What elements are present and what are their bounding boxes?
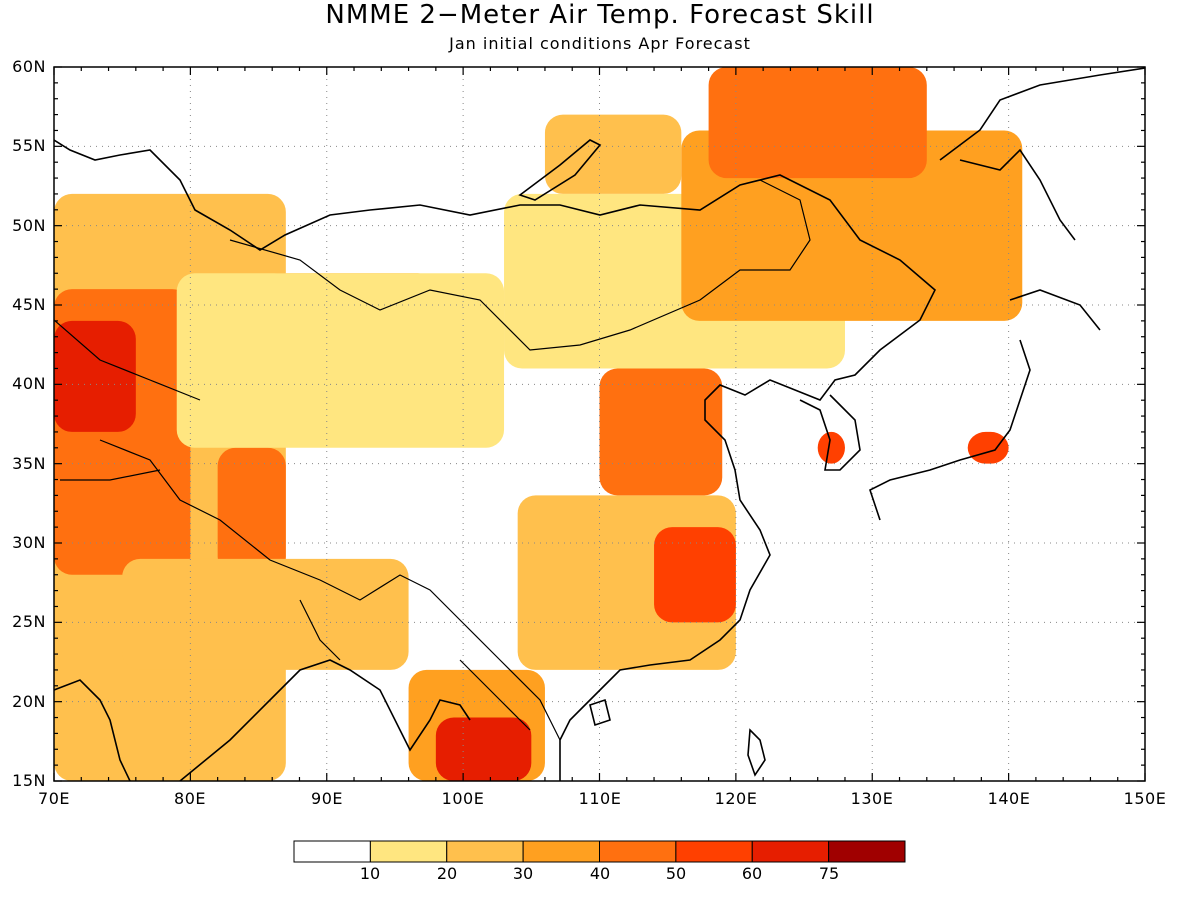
coastline-russia-pacific: [939, 67, 1145, 241]
colorbar-swatch: [446, 840, 524, 863]
colorbar: [293, 840, 906, 863]
colorbar-swatch: [751, 840, 830, 863]
skill-region: [708, 67, 927, 179]
skill-field: [54, 67, 1023, 781]
colorbar-swatch: [828, 840, 906, 863]
colorbar-swatch: [369, 840, 448, 863]
xtick-label: 130E: [850, 789, 894, 808]
colorbar-swatch: [522, 840, 600, 863]
coastlines: [54, 67, 1145, 781]
colorbar-swatch: [599, 840, 677, 863]
skill-region: [817, 431, 845, 464]
skill-region: [435, 717, 532, 781]
colorbar-label: 20: [436, 864, 458, 883]
colorbar-label: 30: [512, 864, 534, 883]
skill-region: [176, 273, 505, 448]
colorbar-label: 10: [359, 864, 381, 883]
skill-region: [54, 320, 136, 432]
coastline-south-asia: [54, 659, 471, 781]
coastline-east-asia: [54, 139, 936, 781]
ytick-label: 25N: [12, 612, 46, 631]
coastline-taiwan-hainan: [589, 698, 766, 777]
skill-region: [967, 431, 1009, 464]
xtick-label: 110E: [578, 789, 622, 808]
xtick-label: 90E: [311, 789, 343, 808]
ytick-label: 55N: [12, 136, 46, 155]
skill-region: [544, 114, 682, 194]
border-lines: [54, 179, 811, 741]
colorbar-label: 60: [741, 864, 763, 883]
xtick-label: 140E: [987, 789, 1031, 808]
colorbar-swatch: [675, 840, 753, 863]
ytick-label: 30N: [12, 533, 46, 552]
ytick-label: 15N: [12, 771, 46, 790]
ytick-label: 20N: [12, 692, 46, 711]
xtick-label: 120E: [714, 789, 758, 808]
axis-ticks: [53, 66, 1146, 782]
colorbar-label: 75: [818, 864, 840, 883]
xtick-label: 150E: [1123, 789, 1167, 808]
chart-title: NMME 2−Meter Air Temp. Forecast Skill: [325, 0, 875, 30]
ytick-label: 40N: [12, 374, 46, 393]
lake-baikal: [518, 139, 602, 201]
skill-region: [217, 447, 286, 575]
skill-region: [122, 558, 409, 670]
colorbar-label: 50: [665, 864, 687, 883]
xtick-label: 70E: [38, 789, 70, 808]
skill-region: [599, 368, 723, 496]
ytick-label: 35N: [12, 454, 46, 473]
ytick-label: 50N: [12, 216, 46, 235]
gridlines: [54, 67, 1145, 781]
ytick-label: 60N: [12, 57, 46, 76]
xtick-label: 80E: [174, 789, 206, 808]
ytick-label: 45N: [12, 295, 46, 314]
chart-subtitle: Jan initial conditions Apr Forecast: [449, 34, 751, 53]
colorbar-swatch: [293, 840, 371, 863]
skill-region: [654, 527, 736, 623]
colorbar-label: 40: [589, 864, 611, 883]
coastline-korea: [799, 394, 861, 471]
coastline-japan: [869, 289, 1101, 521]
xtick-label: 100E: [441, 789, 485, 808]
